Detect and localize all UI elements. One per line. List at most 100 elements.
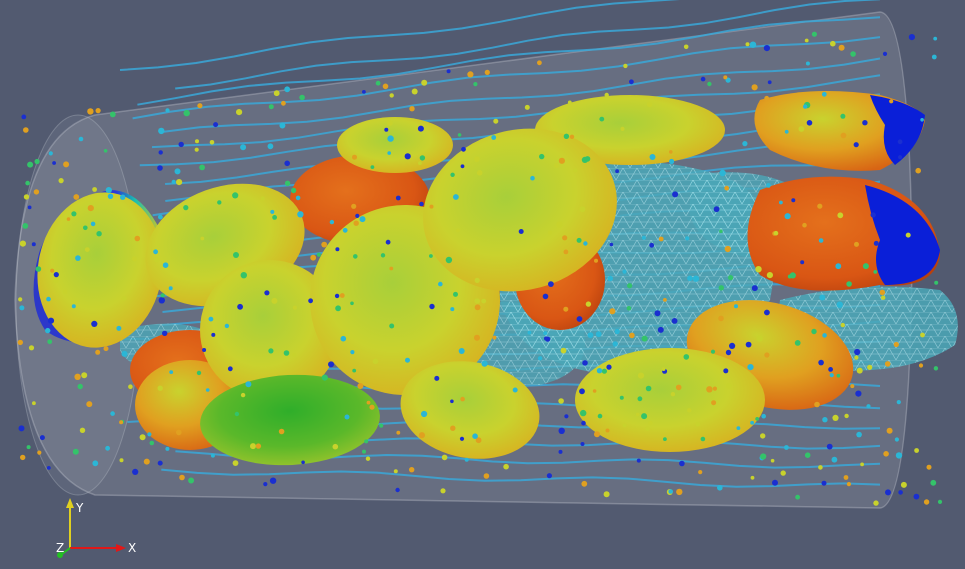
particle <box>530 175 535 181</box>
particle <box>832 414 839 421</box>
particle <box>844 413 849 419</box>
particle <box>234 411 240 417</box>
particle <box>72 448 79 455</box>
particle <box>52 161 56 165</box>
particle <box>409 467 415 473</box>
particle <box>654 310 661 317</box>
particle <box>749 41 757 48</box>
particle <box>915 167 921 174</box>
particle <box>814 401 820 408</box>
particle <box>692 275 700 282</box>
particle <box>661 367 666 371</box>
particle <box>351 203 357 209</box>
particle <box>90 221 96 227</box>
particle <box>233 252 239 258</box>
particle <box>18 297 23 302</box>
streamline <box>119 0 680 71</box>
particle <box>736 426 741 430</box>
particle <box>582 360 588 366</box>
particle <box>217 200 222 205</box>
particle <box>342 227 348 233</box>
particle <box>854 348 861 356</box>
particle <box>805 61 810 66</box>
blood-cells <box>33 91 940 466</box>
particle <box>920 118 924 122</box>
particle <box>169 370 174 374</box>
particle <box>297 211 304 218</box>
particle <box>53 272 59 278</box>
particle <box>560 347 567 354</box>
particle <box>375 80 381 86</box>
z-axis-label: Z <box>56 541 64 555</box>
particle <box>687 408 692 413</box>
particle <box>417 125 424 132</box>
particle <box>819 294 826 301</box>
particle <box>840 132 847 139</box>
streamline <box>137 16 881 106</box>
particle <box>240 392 246 398</box>
particle <box>450 172 455 177</box>
particle <box>527 330 532 335</box>
particle <box>831 456 838 463</box>
particle <box>882 51 888 57</box>
particle <box>269 477 277 484</box>
particle <box>609 308 616 315</box>
particle <box>889 99 894 104</box>
particle <box>770 458 775 463</box>
streamline <box>151 74 881 149</box>
particle <box>334 293 340 299</box>
particle <box>120 194 126 200</box>
particle <box>818 465 823 470</box>
particle <box>158 150 163 155</box>
particle <box>458 348 465 354</box>
particle <box>213 122 219 128</box>
particle <box>157 165 163 171</box>
particle <box>271 297 278 304</box>
particle <box>791 198 796 203</box>
particle <box>649 242 655 248</box>
particle <box>760 453 767 460</box>
particle <box>879 289 886 296</box>
particle <box>594 431 600 438</box>
particle <box>429 204 434 209</box>
particle <box>86 401 93 408</box>
particle <box>745 42 750 47</box>
particle <box>772 479 778 486</box>
particle <box>149 440 155 446</box>
particle <box>671 318 678 324</box>
particle <box>385 239 391 245</box>
particle <box>687 275 693 282</box>
particle <box>195 139 199 144</box>
particle <box>165 446 170 451</box>
particle <box>475 437 482 444</box>
particle <box>885 489 891 496</box>
particle <box>350 301 354 306</box>
particle <box>926 464 932 470</box>
particle <box>389 266 394 271</box>
particle <box>339 293 345 298</box>
particle <box>389 93 394 98</box>
particle <box>434 375 440 381</box>
particle <box>121 296 127 301</box>
particle <box>474 334 480 341</box>
particle <box>850 51 856 57</box>
particle <box>153 249 159 255</box>
particle <box>47 339 53 345</box>
particle <box>48 151 53 156</box>
particle <box>784 213 791 220</box>
particle <box>78 136 84 142</box>
particle <box>105 445 110 451</box>
particle <box>870 212 876 218</box>
particle <box>668 489 673 494</box>
particle <box>542 293 549 300</box>
particle <box>160 293 165 298</box>
particle <box>755 417 760 421</box>
particle <box>579 388 585 395</box>
particle <box>110 411 115 416</box>
particle <box>464 457 469 462</box>
particle <box>440 488 446 494</box>
particle <box>199 164 206 171</box>
particle <box>873 240 879 246</box>
